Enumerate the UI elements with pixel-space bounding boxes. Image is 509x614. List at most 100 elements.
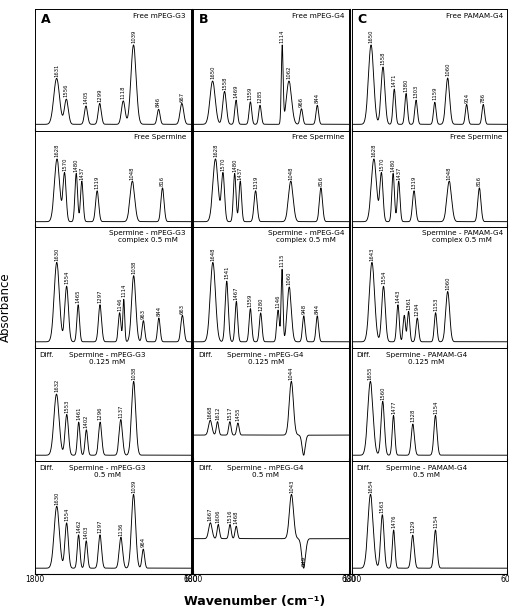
Text: 1405: 1405 bbox=[83, 91, 89, 104]
Text: 1630: 1630 bbox=[54, 491, 59, 505]
Text: 1038: 1038 bbox=[131, 367, 136, 379]
Text: 1467: 1467 bbox=[234, 286, 238, 300]
Text: 1570: 1570 bbox=[378, 158, 383, 171]
Text: 1471: 1471 bbox=[391, 74, 396, 87]
Text: Free Spermine: Free Spermine bbox=[291, 133, 344, 139]
Text: 1114: 1114 bbox=[279, 29, 284, 43]
Text: Spermine - mPEG-G4
complex 0.5 mM: Spermine - mPEG-G4 complex 0.5 mM bbox=[267, 230, 344, 243]
Text: 1048: 1048 bbox=[288, 166, 293, 180]
Text: 1443: 1443 bbox=[394, 290, 400, 303]
Text: A: A bbox=[41, 13, 50, 26]
Text: 667: 667 bbox=[179, 91, 184, 101]
Text: 1437: 1437 bbox=[79, 166, 84, 180]
Text: 1044: 1044 bbox=[288, 366, 293, 379]
Text: 1329: 1329 bbox=[409, 520, 414, 534]
Text: 1654: 1654 bbox=[367, 479, 372, 492]
Text: 663: 663 bbox=[180, 303, 185, 314]
Text: 1319: 1319 bbox=[252, 176, 258, 189]
Text: Free mPEG-G4: Free mPEG-G4 bbox=[291, 13, 344, 19]
Text: 1060: 1060 bbox=[444, 276, 449, 290]
Text: 1115: 1115 bbox=[279, 254, 284, 268]
Text: 1043: 1043 bbox=[289, 480, 293, 492]
Text: Wavenumber (cm⁻¹): Wavenumber (cm⁻¹) bbox=[184, 595, 325, 608]
Text: 1643: 1643 bbox=[369, 247, 374, 260]
Text: 1554: 1554 bbox=[64, 508, 69, 521]
Text: Diff.: Diff. bbox=[39, 465, 53, 470]
Text: 1554: 1554 bbox=[380, 271, 385, 284]
Text: 1560: 1560 bbox=[380, 386, 384, 400]
Text: Spermine - PAMAM-G4
complex 0.5 mM: Spermine - PAMAM-G4 complex 0.5 mM bbox=[421, 230, 502, 243]
Text: Absorbance: Absorbance bbox=[0, 272, 12, 342]
Text: 1655: 1655 bbox=[367, 366, 372, 379]
Text: 949: 949 bbox=[301, 556, 305, 567]
Text: 1469: 1469 bbox=[233, 85, 238, 98]
Text: 1437: 1437 bbox=[237, 166, 242, 180]
Text: 1146: 1146 bbox=[275, 295, 280, 308]
Text: 1114: 1114 bbox=[121, 284, 126, 297]
Text: 1328: 1328 bbox=[410, 409, 414, 422]
Text: Spermine - PAMAM-G4
0.125 mM: Spermine - PAMAM-G4 0.125 mM bbox=[385, 352, 466, 365]
Text: 1361: 1361 bbox=[405, 296, 410, 309]
Text: Diff.: Diff. bbox=[39, 352, 53, 357]
Text: 1153: 1153 bbox=[432, 298, 437, 311]
Text: 1403: 1403 bbox=[83, 526, 89, 539]
Text: 963: 963 bbox=[140, 309, 146, 319]
Text: 1517: 1517 bbox=[227, 406, 232, 420]
Text: Free mPEG-G3: Free mPEG-G3 bbox=[133, 13, 185, 19]
Text: 1628: 1628 bbox=[371, 144, 376, 157]
Text: 1480: 1480 bbox=[232, 158, 237, 172]
Text: 1402: 1402 bbox=[83, 414, 89, 428]
Text: 1632: 1632 bbox=[54, 379, 59, 392]
Text: 1480: 1480 bbox=[390, 158, 395, 172]
Text: 1137: 1137 bbox=[118, 405, 123, 418]
Text: Spermine - mPEG-G3
0.125 mM: Spermine - mPEG-G3 0.125 mM bbox=[69, 352, 145, 365]
Text: C: C bbox=[357, 13, 366, 26]
Text: 1297: 1297 bbox=[97, 519, 102, 533]
Text: 1628: 1628 bbox=[213, 144, 217, 157]
Text: 1461: 1461 bbox=[76, 407, 81, 421]
Text: 1285: 1285 bbox=[257, 90, 262, 103]
Text: 786: 786 bbox=[480, 93, 485, 103]
Text: 1154: 1154 bbox=[432, 400, 437, 414]
Text: 1606: 1606 bbox=[215, 509, 220, 523]
Text: 1556: 1556 bbox=[64, 84, 69, 97]
Text: Spermine - mPEG-G3
0.5 mM: Spermine - mPEG-G3 0.5 mM bbox=[69, 465, 145, 478]
Text: 966: 966 bbox=[298, 97, 303, 107]
Text: 1553: 1553 bbox=[64, 399, 69, 413]
Text: 1477: 1477 bbox=[390, 400, 395, 414]
Text: 1570: 1570 bbox=[220, 158, 225, 171]
Text: 1558: 1558 bbox=[221, 76, 227, 90]
Text: 1554: 1554 bbox=[64, 271, 69, 284]
Text: 1062: 1062 bbox=[286, 66, 291, 79]
Text: 1118: 1118 bbox=[121, 85, 126, 99]
Text: 1303: 1303 bbox=[413, 85, 418, 98]
Text: 1468: 1468 bbox=[233, 511, 238, 524]
Text: 914: 914 bbox=[463, 93, 468, 103]
Text: Spermine - mPEG-G4
0.125 mM: Spermine - mPEG-G4 0.125 mM bbox=[227, 352, 303, 365]
Text: 1612: 1612 bbox=[215, 406, 219, 420]
Text: 1630: 1630 bbox=[54, 247, 59, 260]
Text: 1648: 1648 bbox=[210, 247, 215, 260]
Text: 1541: 1541 bbox=[224, 266, 229, 279]
Text: 948: 948 bbox=[301, 304, 306, 314]
Text: 1380: 1380 bbox=[403, 78, 408, 91]
Text: 816: 816 bbox=[318, 176, 323, 187]
Text: 1650: 1650 bbox=[368, 29, 373, 43]
Text: 1146: 1146 bbox=[117, 297, 122, 311]
Text: Free Spermine: Free Spermine bbox=[133, 133, 185, 139]
Text: 1319: 1319 bbox=[411, 176, 416, 189]
Text: 1048: 1048 bbox=[130, 166, 134, 180]
Text: 1296: 1296 bbox=[97, 407, 102, 421]
Text: 964: 964 bbox=[140, 537, 146, 548]
Text: 1650: 1650 bbox=[210, 66, 215, 79]
Text: 1136: 1136 bbox=[118, 522, 123, 535]
Text: 1038: 1038 bbox=[131, 260, 136, 274]
Text: Free PAMAM-G4: Free PAMAM-G4 bbox=[445, 13, 502, 19]
Text: 1476: 1476 bbox=[390, 515, 395, 528]
Text: 1563: 1563 bbox=[379, 500, 384, 513]
Text: Diff.: Diff. bbox=[197, 352, 212, 357]
Text: 1359: 1359 bbox=[247, 87, 252, 100]
Text: 1480: 1480 bbox=[74, 158, 78, 172]
Text: 1359: 1359 bbox=[247, 293, 252, 307]
Text: 1159: 1159 bbox=[432, 87, 437, 101]
